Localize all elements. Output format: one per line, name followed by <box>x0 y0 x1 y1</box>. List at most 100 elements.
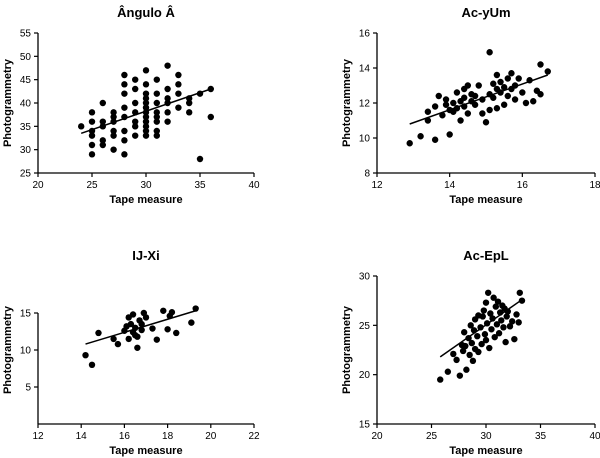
x-tick-label: 20 <box>32 180 44 191</box>
x-tick-label: 16 <box>119 431 131 442</box>
data-point <box>480 307 488 314</box>
x-tick-label: 18 <box>162 431 174 442</box>
data-point <box>134 344 141 351</box>
y-tick-label: 50 <box>20 52 32 63</box>
data-point <box>493 71 501 79</box>
data-point <box>110 113 117 121</box>
data-point <box>149 325 156 332</box>
data-point <box>431 136 439 143</box>
data-point <box>142 113 150 121</box>
data-point <box>444 368 452 375</box>
x-tick-label: 25 <box>426 431 438 442</box>
data-point <box>461 329 468 336</box>
x-tick-label: 22 <box>248 431 260 442</box>
x-tick-label: 16 <box>517 180 529 191</box>
x-tick-label: 30 <box>480 431 492 442</box>
x-tick-label: 40 <box>589 431 600 442</box>
data-point <box>495 330 503 337</box>
data-point <box>500 84 508 91</box>
data-point <box>88 151 96 158</box>
y-tick-label: 15 <box>359 420 371 431</box>
data-point <box>142 314 150 321</box>
data-point <box>168 309 176 316</box>
data-point <box>471 92 479 100</box>
y-tick-label: 25 <box>359 321 371 332</box>
y-tick-label: 40 <box>20 99 32 110</box>
data-point <box>99 141 107 149</box>
data-point <box>175 104 182 111</box>
chart-panel: IJ-Xi 12 14 16 18 20 22 5 10 15 Tape measure Photog… <box>2 248 260 457</box>
data-point <box>110 127 117 135</box>
y-tick-label: 10 <box>20 346 32 357</box>
data-point <box>186 99 193 107</box>
y-tick-label: 20 <box>359 370 371 381</box>
data-point <box>88 361 96 368</box>
data-point <box>437 376 444 383</box>
data-point <box>164 85 171 93</box>
data-point <box>503 313 510 320</box>
y-axis-label: Photogrammetry <box>2 305 14 394</box>
regression-line <box>439 299 523 358</box>
data-point <box>164 109 171 116</box>
data-point <box>459 347 467 355</box>
data-point <box>88 109 96 116</box>
data-point <box>497 78 504 86</box>
data-point <box>515 319 522 326</box>
data-point <box>110 335 117 343</box>
data-point <box>88 132 96 139</box>
data-point <box>479 313 486 320</box>
data-point <box>142 81 150 88</box>
x-tick-label: 14 <box>76 431 88 442</box>
data-point <box>461 94 468 101</box>
data-point <box>121 137 128 144</box>
data-point <box>453 356 460 364</box>
data-point <box>466 351 473 359</box>
data-point <box>457 117 464 124</box>
data-point <box>530 98 537 105</box>
data-point <box>132 132 139 139</box>
data-point <box>142 95 150 102</box>
regression-line <box>409 74 549 125</box>
data-point <box>132 123 139 130</box>
data-point <box>114 340 122 348</box>
data-point <box>515 75 522 82</box>
data-point <box>544 68 551 75</box>
data-point <box>153 132 160 139</box>
data-point <box>475 348 482 356</box>
data-point <box>442 96 450 103</box>
data-point <box>518 297 526 304</box>
data-point <box>142 118 150 125</box>
data-point <box>99 99 107 107</box>
data-point <box>127 320 135 328</box>
regression-line <box>80 88 212 135</box>
data-point <box>464 82 472 89</box>
data-point <box>475 82 482 89</box>
data-point <box>95 329 102 337</box>
data-point <box>82 351 89 359</box>
data-point <box>153 76 160 83</box>
data-point <box>511 96 519 103</box>
data-point <box>478 340 485 348</box>
data-point <box>192 305 199 312</box>
data-point <box>494 298 502 305</box>
data-point <box>121 151 128 158</box>
x-axis-label: Tape measure <box>449 194 522 206</box>
chart-title: IJ-Xi <box>132 248 159 263</box>
data-point <box>498 317 505 324</box>
data-point <box>537 91 544 98</box>
data-point <box>493 321 501 328</box>
data-point <box>442 101 450 108</box>
data-point <box>492 303 500 310</box>
data-point <box>153 336 160 343</box>
data-point <box>508 70 515 77</box>
data-point <box>164 118 171 125</box>
data-point <box>138 320 145 328</box>
y-axis-label: Photogrammetry <box>2 58 14 147</box>
x-tick-label: 12 <box>32 431 44 442</box>
data-point <box>164 62 171 69</box>
data-point <box>453 89 461 96</box>
data-point <box>153 113 160 121</box>
x-tick-label: 14 <box>444 180 456 191</box>
data-point <box>186 109 193 116</box>
